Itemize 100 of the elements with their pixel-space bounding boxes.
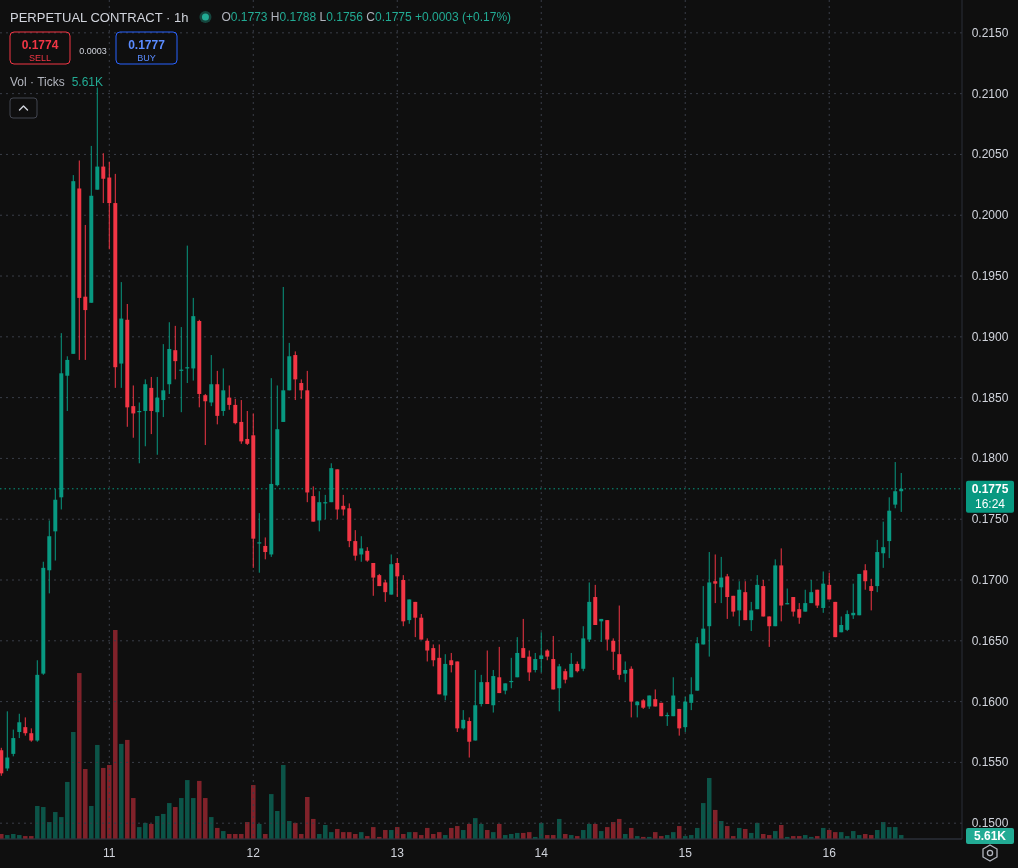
candlestick [83,224,88,361]
candlestick [881,521,886,569]
candlestick [791,596,796,617]
candlestick [0,747,4,777]
candlestick [689,676,694,711]
bar [407,832,412,839]
candlestick [161,343,166,418]
text: O0.1773 H0.1788 L0.1756 C0.1775 +0.0003 (+0.17%) [221,10,512,24]
y-tick-label: 0.1850 [971,390,1009,405]
annotation: SELL [28,53,52,63]
y-tick-label: 0.2050 [971,147,1009,162]
y-tick-label: 0.2000 [971,208,1009,223]
y-tick-label: 0.1650 [971,633,1009,648]
candlestick [233,398,238,425]
candlestick [803,589,808,613]
bar [629,827,634,839]
candlestick [725,573,730,620]
candlestick [719,556,724,604]
candlestick [299,378,304,400]
candlestick [17,713,22,739]
candlestick [713,553,718,604]
candlestick [623,660,628,683]
y-tick-label: 0.1900 [971,329,1009,344]
bar [743,828,748,839]
candlestick [827,572,832,600]
candlestick [371,562,376,597]
x-tick-label: 14 [534,846,549,860]
bar [599,831,604,839]
candlestick [5,710,10,772]
candlestick [11,729,16,757]
candlestick [245,410,250,446]
annotation: 0.1774 [21,38,59,52]
candlestick [395,557,400,598]
bar [461,830,466,839]
annotation: 0.0003 [79,46,107,56]
y-tick-label: 0.2150 [971,25,1009,40]
candlestick [845,609,850,632]
chart-title: Vol · Ticks [10,75,65,89]
candlestick [155,376,160,456]
bar [389,830,394,839]
ref-line-label: 0.1775 [971,481,1009,496]
bar [257,823,262,839]
candlestick [257,512,262,574]
candlestick [605,619,610,652]
text: 5.61K [973,829,1007,844]
candlestick [617,605,622,681]
candlestick [869,578,874,611]
bar [779,825,784,839]
x-tick-label: 13 [390,846,405,860]
y-tick-label: 0.1700 [971,573,1009,587]
candlestick [527,650,532,682]
candlestick [797,602,802,625]
candlestick [863,563,868,591]
candlestick [767,615,772,648]
candlestick [479,674,484,707]
candlestick [677,708,682,737]
candlestick [413,601,418,638]
candlestick [407,598,412,625]
candlestick [611,637,616,671]
y-tick-label: 0.1950 [971,269,1009,284]
text: PERPETUAL CONTRACT · 1h [10,9,189,25]
y-tick-label: 0.2100 [971,86,1009,101]
bar [149,823,154,839]
candlestick [203,393,208,446]
candlestick [227,384,232,411]
candlestick [23,716,28,737]
bar [491,832,496,839]
annotation: 5.61K [71,75,104,89]
candlestick [461,709,466,731]
annotation: 0.1777 [128,38,166,52]
bar [467,823,472,839]
candlestick [521,618,526,659]
candlestick [95,87,100,191]
candlestick [569,652,574,678]
x-tick-label: 16 [822,846,837,860]
candlestick [209,354,214,407]
bar [209,817,214,839]
candlestick [671,676,676,717]
candlestick [263,536,268,560]
candlestick [173,325,178,380]
candlestick [65,355,70,412]
candlestick [359,535,364,563]
candlestick [701,585,706,645]
candlestick [383,579,388,603]
candlestick [317,490,322,532]
candlestick [485,650,490,705]
candlestick [467,716,472,759]
candlestick [101,152,106,204]
candlestick [533,652,538,673]
y-tick-label: 0.1750 [971,512,1009,527]
bar [593,823,598,839]
y-tick-label: 0.1800 [971,451,1009,466]
bar [497,823,502,839]
x-tick-label: 15 [678,846,693,860]
candlestick [557,663,562,712]
y-tick-label: 0.1500 [971,816,1009,831]
bar [215,827,220,839]
bar [119,743,124,839]
candlestick [431,643,436,667]
y-tick-label: 0.1550 [971,755,1009,770]
